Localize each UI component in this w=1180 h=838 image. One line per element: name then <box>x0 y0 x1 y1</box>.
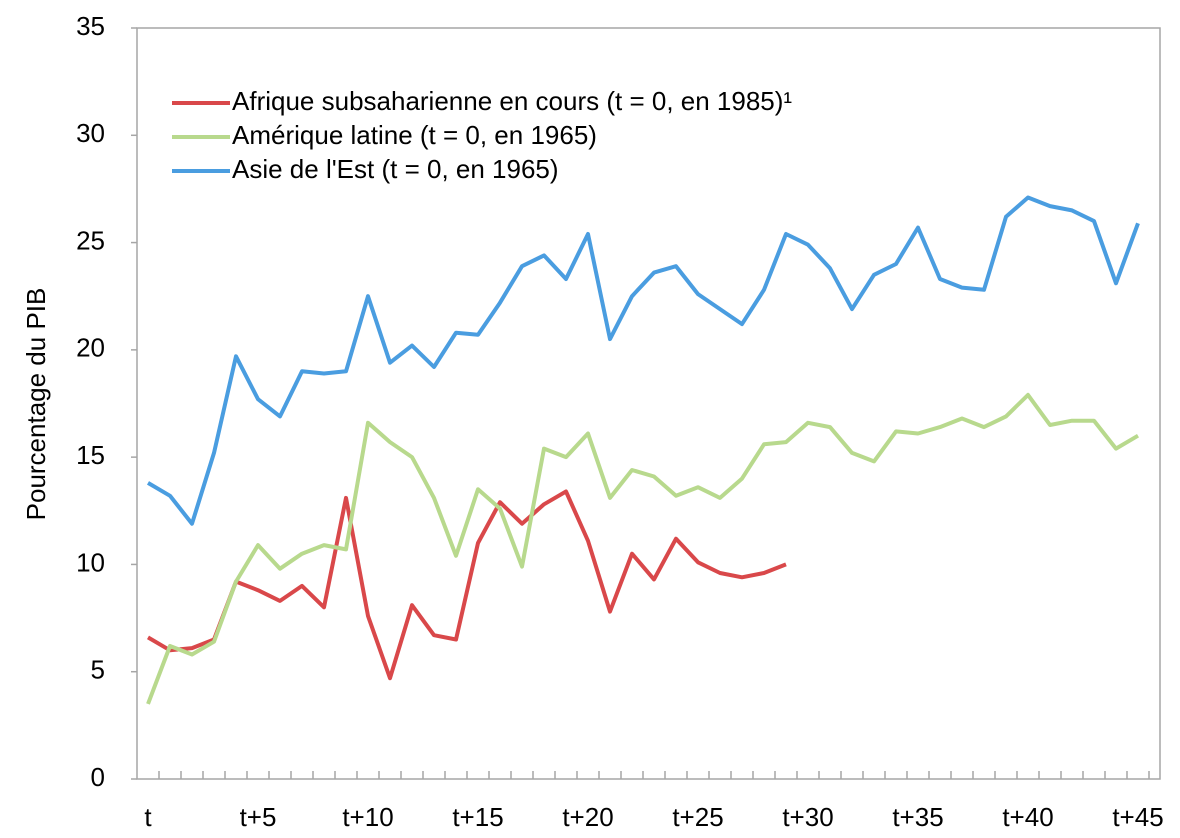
plot-frame <box>136 27 1161 780</box>
y-tick-label: 25 <box>76 225 105 255</box>
x-tick-label: t+45 <box>1112 802 1163 832</box>
legend-label: Amérique latine (t = 0, en 1965) <box>232 120 597 150</box>
y-tick-label: 30 <box>76 118 105 148</box>
x-tick-label: t+30 <box>782 802 833 832</box>
line-series <box>146 195 1140 526</box>
legend-label: Asie de l'Est (t = 0, en 1965) <box>232 154 559 184</box>
y-tick-label: 5 <box>91 655 105 685</box>
y-tick-label: 10 <box>76 547 105 577</box>
x-tick-label: t+35 <box>892 802 943 832</box>
x-tick-label: t+40 <box>1002 802 1053 832</box>
x-tick-label: t+15 <box>452 802 503 832</box>
x-tick-label: t+10 <box>342 802 393 832</box>
y-axis-label: Pourcentage du PIB <box>21 288 51 521</box>
x-tick-label: t+20 <box>562 802 613 832</box>
y-tick-label: 20 <box>76 333 105 363</box>
y-tick-label: 15 <box>76 440 105 470</box>
y-tick-label: 0 <box>91 762 105 792</box>
legend-label: Afrique subsaharienne en cours (t = 0, e… <box>232 86 792 116</box>
x-tick-label: t+5 <box>240 802 277 832</box>
line-series <box>146 392 1140 705</box>
y-tick-label: 35 <box>76 11 105 41</box>
line-series <box>146 489 787 681</box>
x-tick-label: t+25 <box>672 802 723 832</box>
x-tick-label: t <box>144 802 152 832</box>
